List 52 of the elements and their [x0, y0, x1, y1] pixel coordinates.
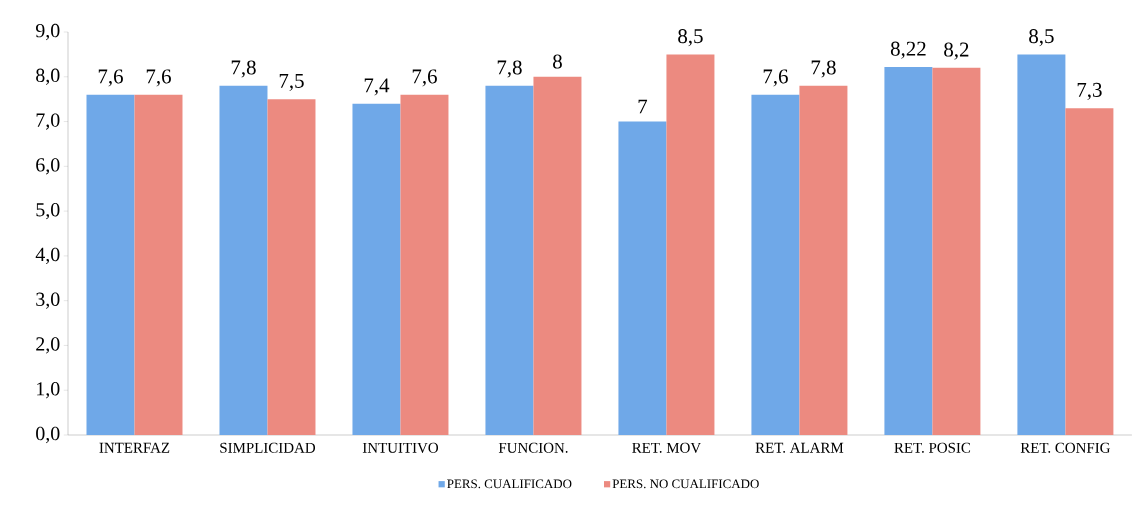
y-tick-label: 9,0	[35, 23, 60, 41]
bar	[751, 94, 800, 435]
y-tick-label: 8,0	[36, 68, 60, 85]
x-tick-label: RET. CONFIG	[1020, 442, 1111, 453]
data-label: 7,8	[231, 60, 256, 78]
y-tick-label: 6,0	[36, 158, 60, 175]
bar	[1065, 108, 1114, 435]
data-label: 7,4	[364, 78, 390, 96]
bar	[219, 85, 268, 435]
y-tick-label: 5,0	[36, 202, 60, 220]
data-label: 8,5	[678, 29, 703, 47]
y-tick-label: 1,0	[37, 382, 60, 399]
bar	[618, 121, 667, 435]
x-tick-label: SIMPLICIDAD	[220, 442, 316, 453]
bar	[86, 94, 135, 435]
y-tick-label: 4,0	[35, 247, 60, 265]
y-tick-label: 2,0	[36, 337, 60, 354]
data-label: 8,5	[1029, 29, 1054, 47]
x-tick-label: INTUITIVO	[362, 442, 439, 453]
y-tick-label: 3,0	[36, 292, 60, 309]
x-tick-label: RET. ALARM	[755, 442, 844, 453]
data-label: 7,3	[1077, 82, 1102, 100]
bar	[134, 94, 183, 435]
data-label: 7,8	[497, 60, 522, 78]
data-label: 7,6	[412, 69, 437, 87]
x-tick-label: RET. POSIC	[894, 442, 971, 453]
data-label: 7,5	[279, 74, 304, 91]
x-tick-label: INTERFAZ	[99, 442, 170, 453]
data-label: 8,22	[890, 41, 926, 59]
bar	[884, 66, 933, 435]
y-tick-label: 0,0	[36, 426, 60, 444]
bar	[932, 67, 981, 435]
bar	[267, 99, 316, 435]
bar	[485, 85, 534, 435]
y-tick-label: 7,0	[36, 113, 60, 130]
data-label: 7,6	[146, 69, 171, 87]
bar	[400, 94, 449, 435]
bar	[352, 103, 401, 435]
bar	[799, 85, 848, 435]
data-label: 8	[553, 54, 562, 69]
legend-label: PERS. NO CUALIFICADO	[612, 479, 759, 489]
legend-label: PERS. CUALIFICADO	[447, 479, 572, 489]
x-tick-label: FUNCION.	[498, 442, 568, 453]
data-label: 7,6	[98, 69, 123, 87]
bar	[666, 54, 715, 435]
bar	[1017, 54, 1066, 435]
data-label: 7	[638, 99, 648, 114]
x-tick-label: RET. MOV	[632, 442, 701, 453]
data-label: 7,6	[763, 69, 788, 87]
data-label: 7,8	[811, 60, 836, 78]
bar	[533, 76, 582, 435]
data-label: 8,2	[944, 42, 969, 60]
